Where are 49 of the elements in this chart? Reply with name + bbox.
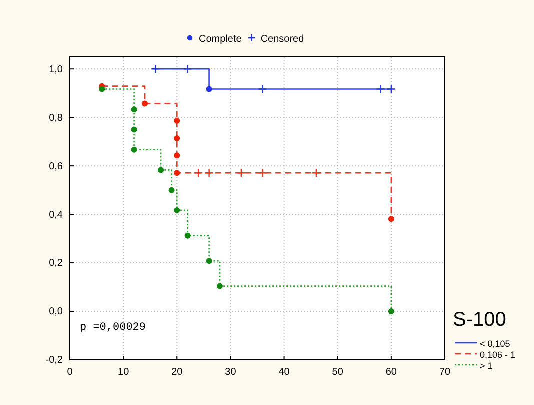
point [386,84,396,94]
y-tick-label: 0,2 [49,258,64,270]
point [99,86,106,92]
legend-label: > 1 [480,361,493,371]
annotation: p =0,00029 [80,322,146,334]
point [206,258,212,264]
point [174,170,180,176]
x-tick-label: 70 [439,367,451,378]
legend-label: Complete [199,34,242,45]
point [174,207,180,214]
point [258,168,268,178]
point [158,167,164,174]
legend-label: Censored [260,34,304,45]
point [217,283,223,290]
point [131,106,138,113]
y-tick-label: 1,0 [49,64,64,76]
point [388,216,394,222]
y-tick-label: 0,0 [49,306,64,318]
point [131,146,138,153]
point [388,308,394,315]
point [131,126,138,133]
point [183,64,192,74]
y-tick-label: 0,8 [49,112,64,124]
point [142,100,148,107]
point [168,187,175,194]
point [151,64,160,74]
point [204,168,214,178]
point [194,168,204,178]
x-tick-label: 60 [386,367,398,378]
y-tick-label: 0,4 [49,210,64,221]
point [174,152,180,159]
point [236,168,246,178]
x-tick-label: 10 [118,367,130,378]
x-tick-label: 0 [67,367,74,378]
legend-label: 0,106 - 1 [480,350,516,360]
point [174,118,180,124]
point [184,232,191,239]
legend-label: < 0,105 [480,339,510,349]
y-tick-label: 0,6 [49,161,64,172]
x-tick-label: 30 [225,367,237,378]
y-tick-label: -0,2 [46,355,64,366]
legend-title: S-100 [453,309,506,331]
x-tick-label: 50 [332,367,344,378]
x-tick-label: 20 [172,367,184,378]
point [312,168,322,178]
x-tick-label: 40 [278,367,290,378]
point [174,135,180,142]
point [376,84,386,94]
point [258,84,268,94]
